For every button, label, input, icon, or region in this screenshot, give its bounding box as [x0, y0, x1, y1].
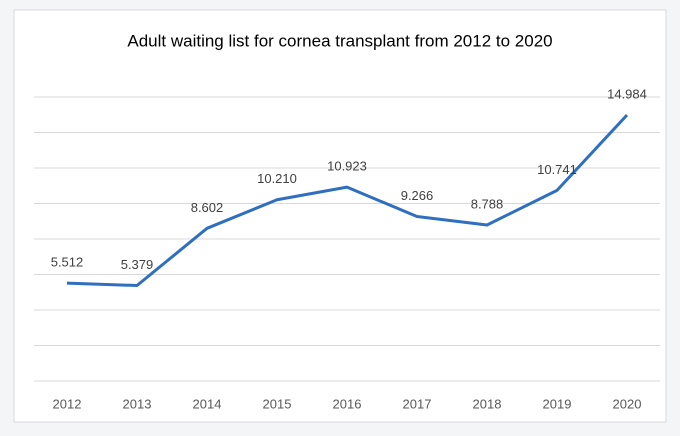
x-tick-label: 2013 — [123, 396, 152, 411]
data-label: 8.788 — [471, 196, 504, 211]
x-tick-label: 2012 — [53, 396, 82, 411]
data-label: 10.741 — [537, 162, 577, 177]
data-label: 10.210 — [257, 171, 297, 186]
data-label: 5.512 — [51, 255, 84, 270]
chart-frame — [13, 9, 667, 423]
x-tick-label: 2016 — [333, 396, 362, 411]
x-tick-label: 2017 — [403, 396, 432, 411]
data-label: 9.266 — [401, 188, 434, 203]
x-tick-label: 2014 — [193, 396, 222, 411]
data-label: 14.984 — [607, 86, 647, 101]
data-label: 5.379 — [121, 257, 154, 272]
line — [66, 114, 629, 288]
data-label: 10.923 — [327, 159, 367, 174]
x-tick-label: 2015 — [263, 396, 292, 411]
x-tick-label: 2018 — [473, 396, 502, 411]
data-label: 8.602 — [191, 200, 224, 215]
x-tick-label: 2019 — [543, 396, 572, 411]
chart-title: Adult waiting list for cornea transplant… — [127, 31, 552, 50]
x-tick-label: 2020 — [613, 396, 642, 411]
